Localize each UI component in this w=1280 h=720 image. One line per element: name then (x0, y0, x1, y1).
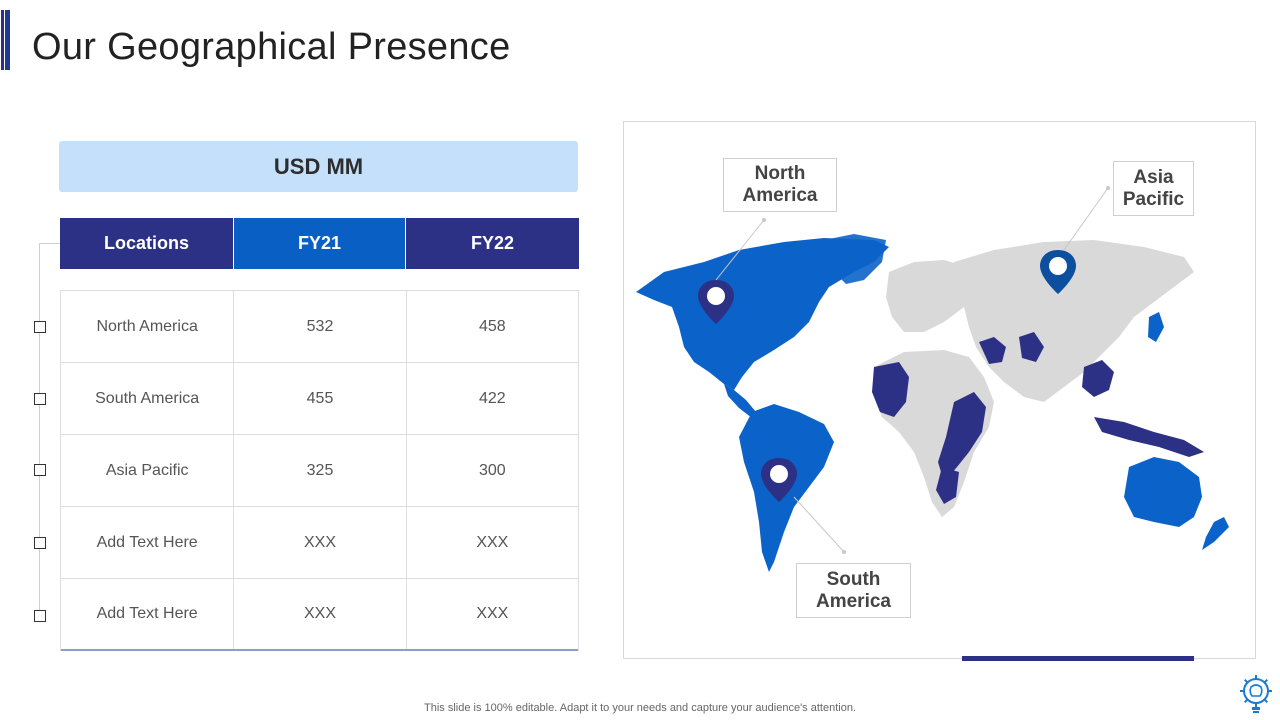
greenland-shape (824, 234, 886, 284)
africa-south-highlight (936, 467, 959, 504)
cell-location: North America (96, 317, 198, 335)
table-row: North America 532 458 (61, 291, 578, 363)
table-row: Add Text Here XXX XXX (61, 579, 578, 651)
new-zealand-shape (1202, 517, 1229, 550)
asia-pacific-pin (1040, 250, 1076, 294)
leader-south-america (793, 496, 845, 553)
world-map (636, 186, 1229, 572)
callout-asia-pacific-line1: Asia (1133, 166, 1174, 188)
central-america-shape (724, 384, 756, 418)
cell-location: South America (95, 389, 200, 407)
japan-highlight (1148, 312, 1164, 342)
africa-east-highlight (938, 392, 986, 482)
cell-fy21: 325 (233, 435, 405, 506)
asia-shape (954, 240, 1194, 402)
south-asia-highlight (1019, 332, 1044, 362)
south-america-pin (761, 458, 797, 502)
middle-east-highlight (979, 337, 1006, 364)
page-title: Our Geographical Presence (32, 26, 511, 68)
column-header-fy21: FY21 (233, 218, 406, 269)
table-row: Add Text Here XXX XXX (61, 507, 578, 579)
africa-west-highlight (872, 362, 909, 417)
currency-header: USD MM (59, 141, 578, 192)
cell-fy22: 458 (405, 291, 578, 362)
row-bracket-top (39, 243, 60, 244)
checkbox-icon[interactable] (34, 464, 46, 476)
table-row: South America 455 422 (61, 363, 578, 435)
leader-asia-pacific (1063, 187, 1109, 251)
north-america-shape (636, 238, 889, 390)
callout-south-america-line2: America (816, 590, 891, 612)
cell-location: Asia Pacific (105, 461, 189, 479)
cell-location: Add Text Here (96, 533, 198, 551)
callout-south-america-line1: South (826, 568, 881, 590)
callout-asia-pacific-line2: Pacific (1122, 188, 1185, 210)
checkbox-icon[interactable] (34, 321, 46, 333)
checkbox-icon[interactable] (34, 393, 46, 405)
cell-fy21: 455 (233, 363, 405, 434)
table-row: Asia Pacific 325 300 (61, 435, 578, 507)
cell-fy21: XXX (233, 579, 405, 649)
callout-north-america-line2: America (742, 185, 818, 206)
checkbox-icon[interactable] (34, 610, 46, 622)
cell-fy22: XXX (405, 579, 578, 649)
footer-text: This slide is 100% editable. Adapt it to… (424, 702, 856, 714)
cell-fy21: 532 (233, 291, 405, 362)
cell-fy22: XXX (405, 507, 578, 578)
callout-asia-pacific: Asia Pacific (1113, 161, 1194, 216)
leader-north-america (715, 219, 765, 281)
callout-south-america: South America (796, 563, 911, 618)
column-header-fy22: FY22 (406, 218, 579, 269)
checkbox-icon[interactable] (34, 537, 46, 549)
cell-fy21: XXX (233, 507, 405, 578)
indonesia-highlight (1094, 417, 1204, 457)
cell-location: Add Text Here (96, 605, 198, 622)
row-bracket-line (39, 243, 40, 618)
australia-shape (1124, 457, 1202, 527)
data-table: North America 532 458 South America 455 … (60, 290, 579, 651)
column-header-locations: Locations (60, 218, 233, 269)
cell-fy22: 300 (405, 435, 578, 506)
callout-north-america: North America (723, 158, 837, 212)
callout-north-america-line1: North (754, 163, 806, 184)
table-header-row: Locations FY21 FY22 (60, 218, 579, 269)
cell-fy22: 422 (405, 363, 578, 434)
europe-shape (886, 260, 974, 332)
map-accent-bar (962, 656, 1194, 661)
southeast-asia-highlight (1082, 360, 1114, 397)
title-accent-bar (1, 10, 10, 70)
north-america-pin (698, 280, 734, 324)
lightbulb-gear-icon (1239, 674, 1273, 719)
